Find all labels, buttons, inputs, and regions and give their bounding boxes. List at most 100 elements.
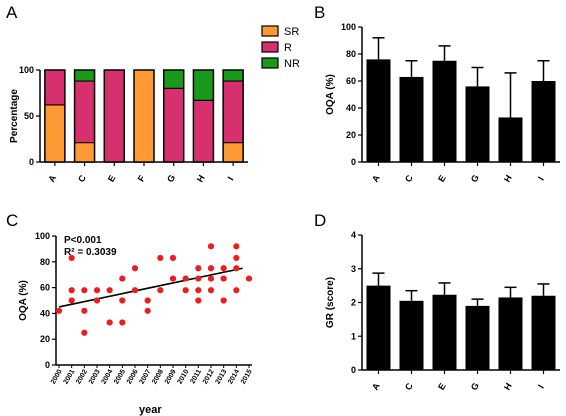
chart-c-point <box>106 319 113 326</box>
chart-d-x-tick-label: E <box>436 381 448 391</box>
chart-d-bar <box>531 295 556 370</box>
chart-c-point <box>195 287 202 294</box>
chart-b-bar <box>465 86 490 162</box>
chart-b-x-tick-label: G <box>469 173 481 184</box>
chart-a-x-tick-label: E <box>106 173 118 183</box>
chart-b-y-axis-label: OQA (%) <box>325 74 336 115</box>
chart-d-y-axis-label: GR (score) <box>325 277 336 328</box>
chart-c-x-tick-label: 2015 <box>240 368 254 385</box>
chart-b-x-tick-label: E <box>436 173 448 183</box>
chart-b-bar <box>399 76 424 162</box>
chart-c-point <box>68 287 75 294</box>
chart-a-y-tick-label: 50 <box>24 111 34 121</box>
chart-c-point <box>233 254 240 262</box>
chart-a-bar-segment <box>74 142 95 162</box>
chart-d-gr-score: 0 1 2 3 4 GR (score) A C E G H I <box>325 230 560 392</box>
chart-c-point <box>119 297 126 304</box>
chart-c-point <box>144 297 151 304</box>
chart-c-point <box>106 287 113 294</box>
chart-a-y-tick-label: 0 <box>29 157 34 167</box>
chart-a-bar-segment <box>44 70 65 105</box>
panel-label-c: C <box>6 211 18 230</box>
chart-c-point <box>131 265 139 272</box>
chart-d-x-tick-label: A <box>370 381 382 392</box>
chart-c-point <box>81 287 88 294</box>
chart-a-legend-swatch <box>261 25 279 37</box>
chart-d-bar <box>465 305 490 370</box>
chart-b-x-tick-label: A <box>370 173 382 184</box>
chart-d-bar <box>498 297 523 370</box>
chart-c-point <box>207 287 215 294</box>
chart-d-y-tick-label: 3 <box>351 264 356 274</box>
chart-c-x-tick-label: 2014 <box>227 368 241 385</box>
chart-c-point <box>220 297 227 304</box>
chart-c-point <box>144 307 151 314</box>
chart-c-x-tick-label: 2008 <box>151 368 165 385</box>
chart-c-point <box>157 254 164 262</box>
chart-d-bar <box>399 300 424 370</box>
chart-c-point <box>169 275 177 282</box>
chart-a-bar-segment <box>193 100 214 162</box>
chart-b-bar <box>498 117 523 162</box>
chart-b-y-tick-label: 100 <box>341 22 356 32</box>
chart-a-bar-segment <box>193 70 214 101</box>
chart-a-bar-segment <box>223 142 244 162</box>
chart-a-legend-swatch <box>261 41 279 53</box>
chart-c-x-tick-label: 2003 <box>88 368 102 385</box>
chart-c-x-tick-label: 2009 <box>164 368 178 385</box>
chart-d-y-tick-label: 0 <box>351 365 356 375</box>
chart-c-x-tick-label: 2006 <box>126 368 140 385</box>
chart-a-bar-segment <box>223 81 244 143</box>
chart-a-bar-segment <box>163 88 184 162</box>
chart-a-x-tick-label: G <box>165 173 177 184</box>
chart-c-trendline <box>58 267 243 308</box>
chart-a-y-axis-label: Percentage <box>9 89 20 143</box>
chart-b-x-tick-label: C <box>403 173 415 184</box>
chart-c-point <box>157 287 164 294</box>
chart-c-x-tick-label: 2012 <box>202 368 216 385</box>
chart-c-y-tick-label: 100 <box>35 231 50 241</box>
panel-label-a: A <box>6 3 18 22</box>
chart-c-point <box>81 307 88 314</box>
chart-a-legend-label: NR <box>284 58 300 70</box>
chart-a-bar-segment <box>163 70 184 89</box>
chart-b-y-tick-label: 60 <box>346 76 356 86</box>
chart-a-legend-label: SR <box>284 26 299 38</box>
chart-c-x-tick-label: 2004 <box>101 368 115 385</box>
chart-d-y-tick-label: 1 <box>351 331 356 341</box>
chart-c-x-axis-label: year <box>139 404 162 416</box>
chart-a-bar-segment <box>104 70 125 162</box>
chart-c-point <box>195 265 202 272</box>
chart-a-bar-segment <box>74 70 95 82</box>
chart-c-x-tick-label: 2000 <box>50 368 64 385</box>
chart-c-point <box>169 254 177 262</box>
chart-c-annotation: P<0.001 <box>64 235 102 246</box>
chart-c-point <box>182 275 189 282</box>
chart-c-point <box>245 275 253 282</box>
chart-c-x-tick-label: 2001 <box>63 368 77 385</box>
chart-a-x-tick-label: C <box>76 173 88 184</box>
chart-a-legend-label: R <box>284 42 292 54</box>
chart-c-point <box>220 275 227 282</box>
chart-a-bar-segment <box>223 70 244 82</box>
chart-b-oqa-by-group: 0 20 40 60 80 100 OQA (%) A C E G H I <box>325 22 560 184</box>
chart-d-bar <box>432 294 457 370</box>
chart-a-x-tick-label: I <box>226 175 236 182</box>
chart-b-x-tick-label: I <box>536 175 546 182</box>
chart-d-bar <box>366 285 391 370</box>
chart-d-x-tick-label: C <box>403 381 415 392</box>
chart-a-bar-segment <box>74 81 95 143</box>
chart-c-y-tick-label: 20 <box>40 334 50 344</box>
chart-c-point <box>220 265 227 272</box>
chart-d-y-tick-label: 2 <box>351 298 356 308</box>
chart-c-x-tick-label: 2010 <box>177 368 191 385</box>
chart-c-point <box>68 254 75 262</box>
chart-c-y-tick-label: 40 <box>40 308 50 318</box>
chart-c-point <box>207 243 215 250</box>
chart-c-point <box>93 297 101 304</box>
chart-b-bar <box>366 59 391 162</box>
chart-a-x-tick-label: H <box>195 173 207 184</box>
chart-c-point <box>233 287 240 294</box>
chart-c-x-tick-label: 2005 <box>113 368 127 385</box>
chart-d-y-tick-label: 4 <box>351 230 356 240</box>
